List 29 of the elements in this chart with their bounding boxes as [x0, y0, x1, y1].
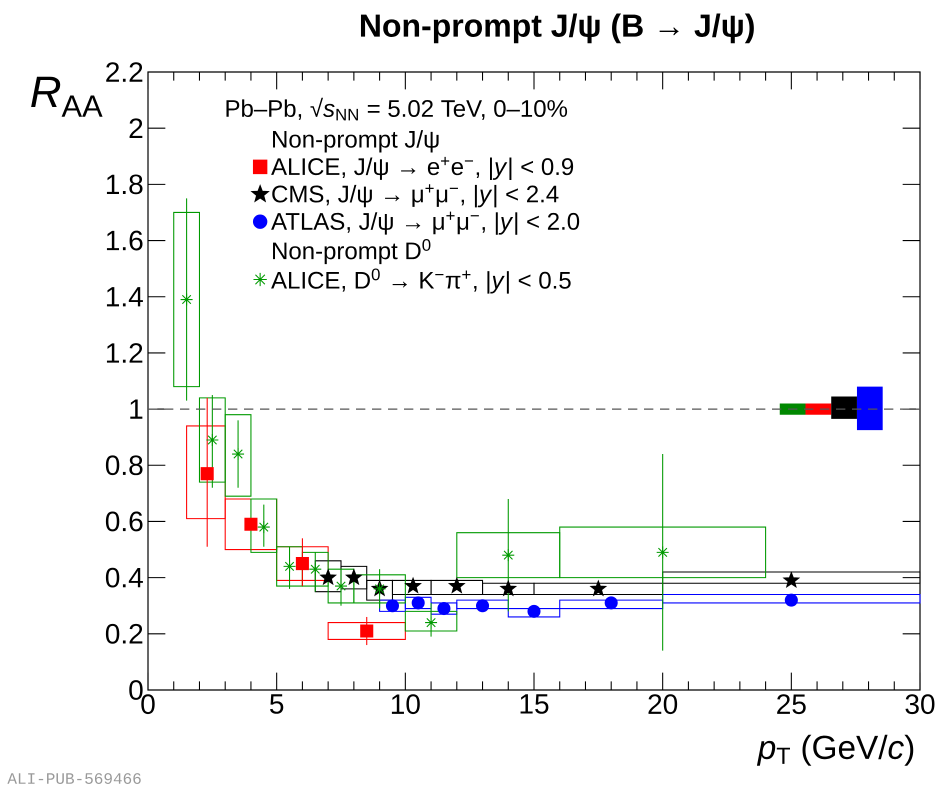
text: ALI-PUB-569466: [7, 773, 141, 784]
y-tick-label: 2: [130, 118, 142, 138]
y-tick-label: 0: [129, 680, 143, 700]
x-tick-label: 20: [648, 694, 678, 714]
y-tick-label: 2.2: [106, 62, 142, 82]
annotation: Non-prompt D$^{0}$: [273, 239, 430, 264]
y-tick-label: 1.6: [106, 230, 143, 250]
y-tick-label: 0.2: [106, 624, 142, 644]
x-tick-label: 10: [392, 694, 420, 714]
y-tick-label: 0.4: [106, 568, 143, 588]
legend-label: CMS, J/ψ → μ$^{+}$μ$^{−}$, |y| < 2.4: [272, 184, 558, 208]
y-axis-title: R$_{AA}$: [31, 76, 103, 117]
y-tick-label: 1.2: [106, 343, 142, 363]
x-tick-label: 15: [520, 694, 548, 714]
x-tick-label: 30: [906, 694, 934, 714]
y-tick-label: 0.8: [106, 455, 143, 476]
legend-title: Pb–Pb, √s$_{NN}$ = 5.02 TeV, 0–10%: [226, 98, 568, 120]
legend-label: ATLAS, J/ψ → μ$^{+}$μ$^{−}$, |y| < 2.0: [271, 212, 580, 235]
text: ALICE, D$^{0}$ → K$^{−}$π$^{+}$, |y| < 0.5: [271, 268, 571, 294]
x-tick-label: 25: [777, 694, 806, 714]
chart-title: Non-prompt J/ψ (B → J/ψ): [360, 13, 754, 44]
legend-label: ALICE, J/ψ → e$^{+}$e$^{−}$, |y| < 0.9: [271, 156, 574, 180]
annotation: Non-prompt J/ψ: [273, 130, 439, 152]
y-tick-label: 1.8: [106, 174, 143, 194]
x-axis-title: p$_{T}$ (GeV/c): [756, 734, 914, 766]
y-tick-label: 1.4: [106, 287, 143, 306]
y-tick-label: 1: [130, 399, 142, 419]
x-tick-label: 5: [270, 694, 284, 714]
y-tick-label: 0.6: [106, 512, 143, 532]
